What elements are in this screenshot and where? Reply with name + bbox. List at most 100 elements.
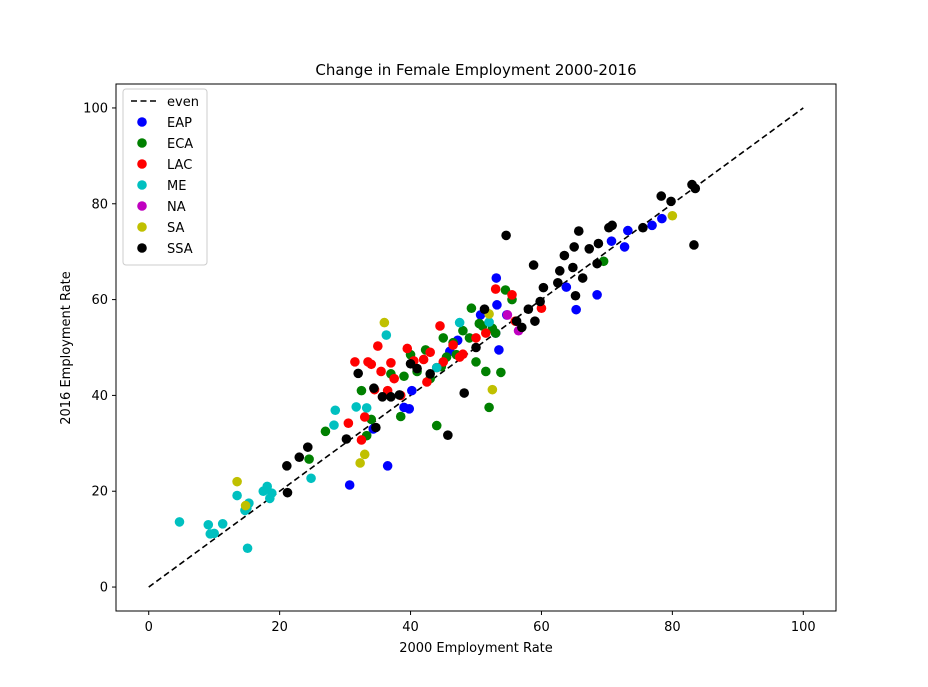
- data-point: [571, 304, 581, 315]
- y-axis-ticks: 0 20 40 60 80 100: [83, 101, 116, 596]
- data-point: [466, 303, 477, 314]
- data-point: [386, 392, 396, 402]
- data-point: [448, 340, 458, 350]
- legend-label-even: even: [167, 95, 199, 110]
- data-point: [344, 480, 355, 490]
- y-tick-label: 60: [91, 293, 108, 308]
- data-point: [394, 390, 405, 400]
- data-point: [240, 500, 251, 511]
- data-point: [538, 282, 549, 293]
- data-point: [501, 230, 511, 241]
- data-point: [407, 385, 417, 396]
- data-point: [438, 333, 449, 343]
- data-point: [232, 476, 242, 487]
- data-point: [294, 452, 305, 463]
- data-point: [690, 183, 701, 194]
- data-point: [471, 333, 481, 343]
- data-point: [373, 341, 383, 351]
- x-tick-label: 40: [402, 620, 419, 635]
- data-point: [458, 325, 468, 336]
- data-point: [593, 238, 604, 249]
- y-tick-label: 0: [100, 581, 108, 596]
- data-point: [217, 519, 228, 529]
- data-point: [479, 304, 490, 314]
- data-point: [577, 273, 588, 283]
- x-tick-label: 100: [791, 620, 816, 635]
- data-point: [404, 404, 415, 414]
- data-point: [389, 373, 399, 384]
- data-point: [569, 242, 579, 252]
- data-point: [356, 385, 367, 396]
- legend-marker: [137, 180, 147, 190]
- legend-marker: [137, 201, 147, 211]
- data-point: [638, 222, 648, 233]
- x-axis-ticks: 0 20 40 60 80 100: [145, 611, 816, 635]
- legend-label-sa: SA: [167, 221, 184, 236]
- data-point: [607, 220, 617, 231]
- data-point: [454, 317, 465, 328]
- data-point: [330, 405, 341, 416]
- data-point: [412, 363, 422, 374]
- legend-marker: [137, 138, 147, 148]
- data-point: [376, 366, 386, 377]
- data-point: [490, 328, 501, 338]
- data-point: [592, 258, 602, 269]
- data-point: [356, 435, 367, 445]
- y-tick-label: 80: [91, 197, 108, 212]
- legend-marker: [137, 222, 147, 232]
- data-point: [507, 290, 517, 300]
- y-axis-label: 2016 Employment Rate: [59, 271, 74, 425]
- data-point: [535, 296, 545, 307]
- series-eca: [304, 256, 609, 464]
- data-point: [386, 358, 396, 368]
- data-point: [366, 359, 377, 370]
- data-point: [329, 420, 339, 430]
- data-point: [484, 402, 494, 413]
- legend-label-eca: ECA: [167, 137, 193, 152]
- data-point: [382, 461, 393, 471]
- data-point: [656, 191, 667, 201]
- data-point: [491, 273, 502, 283]
- data-point: [359, 449, 370, 460]
- data-point: [304, 454, 314, 464]
- legend-marker: [137, 159, 147, 169]
- data-point: [502, 310, 513, 320]
- chart-title: Change in Female Employment 2000-2016: [315, 61, 636, 79]
- data-point: [266, 488, 277, 498]
- data-point: [232, 490, 242, 501]
- data-point: [242, 543, 253, 554]
- legend: even EAP ECA LAC ME NA SA SSA: [122, 88, 208, 266]
- data-point: [371, 422, 381, 433]
- data-point: [459, 388, 470, 398]
- data-point: [573, 226, 584, 236]
- data-point: [351, 402, 362, 412]
- data-point: [369, 383, 379, 394]
- data-point: [203, 519, 214, 530]
- data-point: [350, 357, 360, 367]
- data-point: [341, 434, 352, 444]
- data-point: [343, 418, 354, 428]
- data-point: [484, 317, 494, 327]
- legend-label-me: ME: [167, 179, 186, 194]
- data-point: [554, 266, 565, 276]
- x-axis-label: 2000 Employment Rate: [399, 641, 553, 656]
- data-point: [377, 392, 388, 402]
- data-point: [381, 330, 392, 340]
- data-point: [282, 461, 292, 471]
- data-point: [657, 213, 667, 224]
- data-point: [647, 220, 657, 231]
- legend-marker: [137, 117, 147, 127]
- legend-label-eap: EAP: [167, 116, 192, 131]
- data-point: [584, 244, 595, 254]
- data-point: [487, 384, 498, 395]
- y-tick-label: 20: [91, 485, 108, 500]
- data-point: [530, 316, 540, 326]
- data-point: [481, 328, 491, 338]
- legend-label-lac: LAC: [167, 158, 192, 173]
- data-point: [528, 260, 539, 270]
- data-point: [353, 368, 363, 379]
- x-tick-label: 60: [533, 620, 550, 635]
- data-point: [481, 366, 491, 377]
- data-point: [425, 369, 435, 379]
- data-point: [395, 411, 406, 422]
